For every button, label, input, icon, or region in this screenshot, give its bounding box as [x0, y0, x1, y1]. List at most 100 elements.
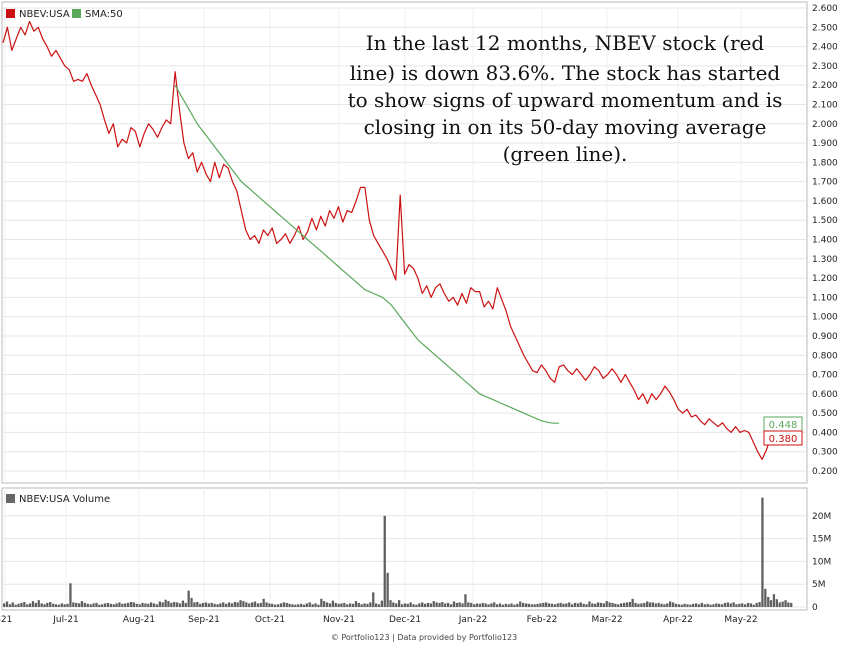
volume-bar: [403, 603, 407, 607]
volume-bar: [279, 603, 283, 607]
volume-bar: [395, 603, 398, 607]
volume-bar: [755, 602, 758, 607]
annotation-line-2: line) is down 83.6%. The stock has start…: [350, 61, 781, 85]
volume-bar: [92, 603, 95, 607]
volume-bar: [334, 602, 337, 607]
volume-bar: [389, 600, 392, 607]
volume-bar: [438, 602, 441, 607]
volume-bar: [135, 603, 138, 607]
volume-bar: [49, 602, 52, 607]
volume-bar: [222, 602, 225, 607]
volume-bar: [63, 604, 66, 607]
price-y-tick-label: 2.300: [812, 62, 838, 72]
volume-bar: [383, 515, 386, 607]
volume-bar: [478, 603, 481, 607]
volume-bar: [749, 603, 753, 607]
volume-bar: [80, 601, 84, 607]
price-y-tick-label: 1.700: [812, 178, 838, 188]
price-y-tick-label: 0.200: [812, 467, 838, 477]
volume-bar: [409, 602, 412, 607]
volume-bar: [435, 602, 438, 607]
volume-bar: [464, 594, 467, 607]
legend-swatch-sma: [72, 9, 81, 18]
volume-bar: [533, 604, 536, 607]
volume-bar: [109, 603, 112, 607]
volume-bar: [201, 602, 205, 607]
volume-bar: [314, 603, 317, 607]
volume-bar: [31, 601, 35, 607]
volume-bar: [631, 598, 634, 607]
volume-y-tick-label: 15M: [812, 535, 831, 545]
volume-bar: [663, 604, 666, 607]
volume-bar: [276, 604, 280, 607]
volume-bar: [594, 603, 597, 607]
x-tick-label: -21: [0, 615, 12, 625]
volume-bar: [34, 602, 37, 607]
volume-bar: [729, 603, 732, 607]
volume-bar: [132, 602, 135, 607]
volume-bar: [493, 602, 496, 607]
volume-bar: [380, 600, 383, 607]
volume-bar: [614, 603, 617, 607]
volume-bar: [300, 603, 303, 607]
volume-bar: [204, 602, 208, 607]
volume-bar: [542, 602, 545, 607]
volume-bar: [683, 603, 686, 607]
volume-bar: [421, 602, 424, 607]
volume-bar: [498, 603, 502, 607]
volume-bar: [697, 604, 701, 607]
volume-bar: [115, 603, 118, 607]
annotation: In the last 12 months, NBEV stock (red l…: [348, 31, 783, 166]
volume-bar: [516, 603, 519, 607]
x-tick-label: Jul-21: [52, 615, 79, 625]
price-y-tick-label: 1.100: [812, 293, 838, 303]
volume-bar: [14, 604, 17, 607]
volume-bar: [519, 601, 522, 607]
volume-bar: [150, 602, 153, 607]
volume-bar: [43, 604, 46, 607]
volume-bar: [20, 602, 23, 607]
volume-bar: [651, 602, 654, 607]
volume-bar: [712, 604, 715, 607]
volume-bar: [527, 603, 530, 607]
volume-bar: [686, 604, 689, 607]
volume-bar: [346, 604, 349, 607]
volume-bar: [308, 602, 311, 607]
volume-bar: [83, 602, 86, 607]
volume-bar: [539, 603, 542, 607]
volume-bar: [775, 599, 778, 607]
volume-bar: [767, 597, 770, 607]
volume-bar: [720, 604, 724, 607]
volume-bar: [715, 603, 718, 607]
volume-bar: [441, 602, 444, 607]
volume-bar: [784, 600, 787, 607]
volume-bar: [331, 600, 334, 607]
volume-bar: [772, 594, 776, 607]
volume-bar: [343, 602, 346, 607]
volume-bar: [415, 604, 418, 607]
volume-bar: [646, 601, 649, 607]
volume-bar: [256, 603, 259, 607]
volume-bar: [689, 604, 692, 607]
volume-bar: [141, 602, 144, 607]
volume-bar: [507, 604, 510, 607]
x-tick-label: May-22: [724, 615, 757, 625]
volume-bar: [101, 604, 104, 607]
volume-bar: [219, 603, 222, 607]
volume-bar: [118, 602, 121, 607]
volume-bar: [106, 602, 110, 607]
volume-bar: [398, 600, 401, 607]
volume-bar: [155, 604, 159, 607]
price-y-tick-label: 1.600: [812, 197, 838, 207]
volume-bar: [121, 603, 124, 607]
volume-bar: [251, 602, 254, 607]
volume-bar: [161, 602, 164, 607]
volume-bar: [761, 497, 764, 607]
volume-bar: [426, 602, 430, 607]
volume-bar: [513, 604, 516, 607]
volume-bar: [764, 588, 767, 607]
sma50-line: [174, 84, 560, 424]
volume-bar: [199, 603, 202, 607]
volume-bar: [654, 603, 657, 607]
volume-bar: [17, 603, 20, 607]
